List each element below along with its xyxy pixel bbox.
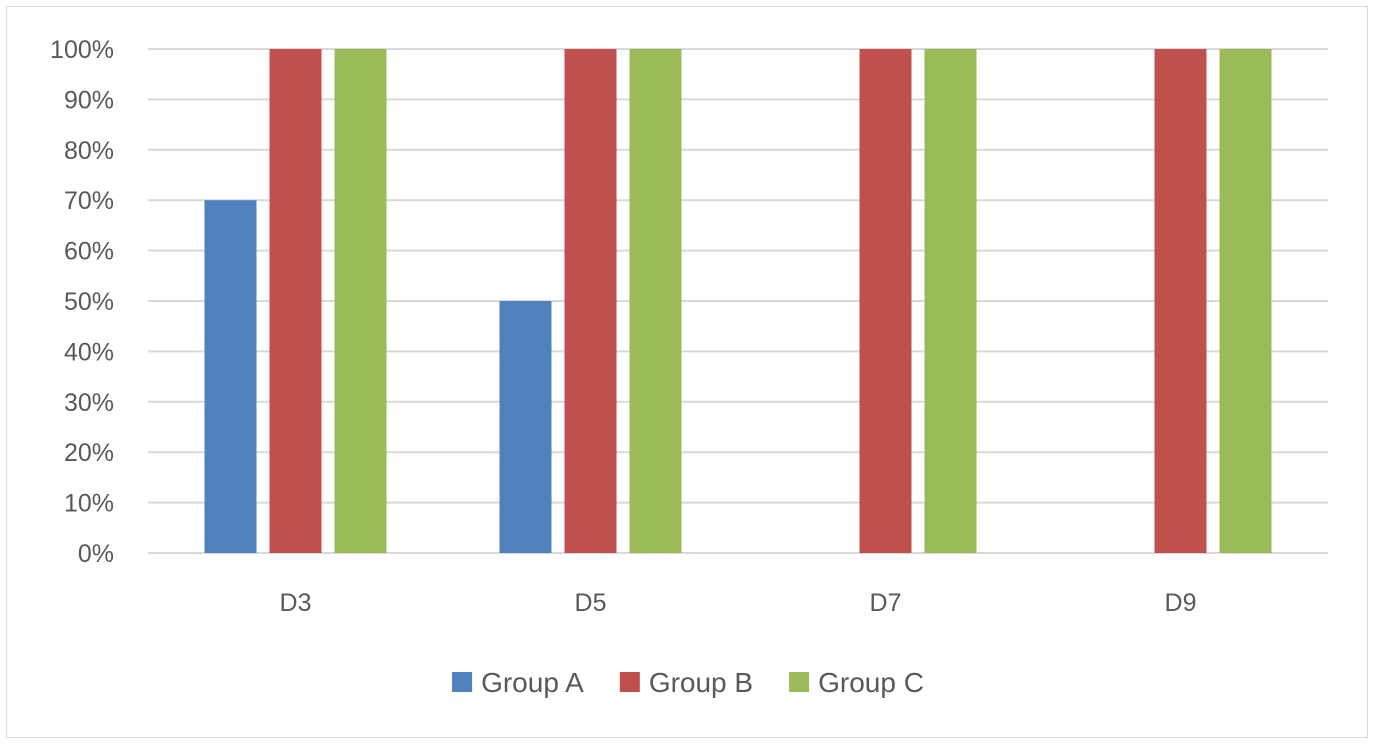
- legend-swatch-group-a: [452, 672, 473, 692]
- y-tick-label: 20%: [64, 439, 114, 467]
- legend-swatch-group-c: [789, 672, 810, 692]
- y-tick-label: 100%: [50, 36, 114, 64]
- x-tick-label: D5: [575, 589, 607, 617]
- bar-group-c-d7: [924, 49, 977, 553]
- legend-swatch-group-b: [619, 672, 640, 692]
- legend-label-group-b: Group B: [649, 667, 753, 698]
- y-tick-label: 50%: [64, 288, 114, 316]
- gridlines: [148, 48, 1328, 554]
- x-tick-label: D9: [1165, 589, 1197, 617]
- x-tick-label: D7: [870, 589, 902, 617]
- legend-label-group-c: Group C: [818, 667, 924, 698]
- bars: [204, 49, 1272, 553]
- x-axis-tick-labels: D3 D5 D7 D9: [280, 589, 1197, 617]
- bar-group-b-d9: [1154, 49, 1207, 553]
- y-tick-label: 90%: [64, 86, 114, 114]
- y-tick-label: 10%: [64, 490, 114, 518]
- bar-group-a-d5: [499, 301, 552, 553]
- bar-group-c-d3: [334, 49, 387, 553]
- y-tick-label: 60%: [64, 238, 114, 266]
- bar-group-a-d3: [204, 200, 257, 553]
- bar-group-c-d5: [629, 49, 682, 553]
- y-tick-label: 70%: [64, 187, 114, 215]
- y-tick-label: 30%: [64, 389, 114, 417]
- y-axis-tick-labels: 0% 10% 20% 30% 40% 50% 60% 70% 80% 90% 100%: [50, 36, 114, 568]
- legend: Group A Group B Group C: [452, 667, 924, 698]
- y-tick-label: 0%: [78, 540, 114, 568]
- legend-label-group-a: Group A: [481, 667, 584, 698]
- y-tick-label: 40%: [64, 338, 114, 366]
- x-tick-label: D3: [280, 589, 312, 617]
- bar-group-b-d3: [269, 49, 322, 553]
- bar-group-c-d9: [1219, 49, 1272, 553]
- bar-group-b-d7: [859, 49, 912, 553]
- y-tick-label: 80%: [64, 137, 114, 165]
- bar-group-b-d5: [564, 49, 617, 553]
